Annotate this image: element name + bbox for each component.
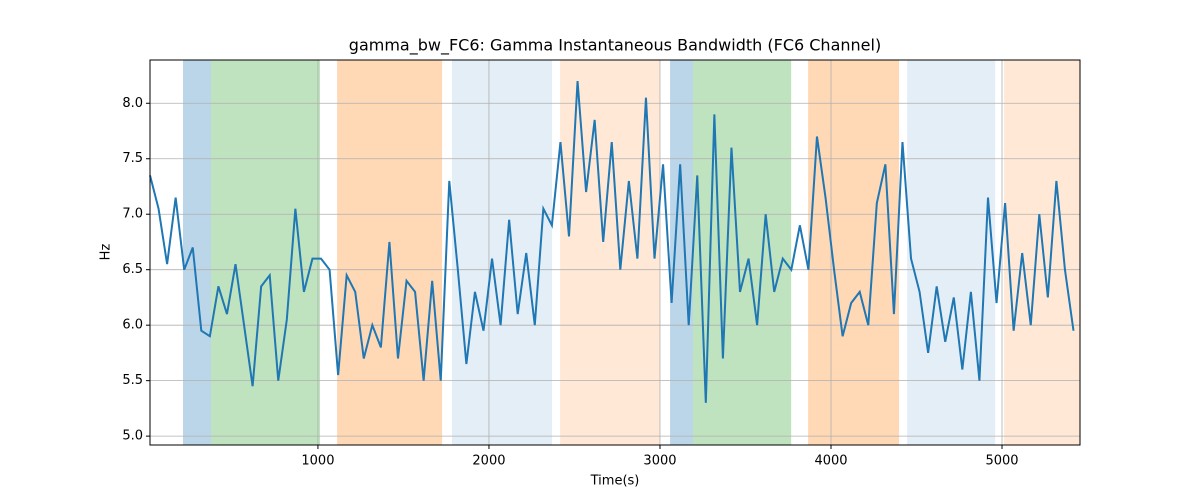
y-tick-label: 6.5 bbox=[122, 262, 143, 277]
shaded-span bbox=[907, 60, 996, 445]
x-tick-label: 4000 bbox=[814, 454, 847, 469]
y-tick-label: 5.0 bbox=[122, 429, 143, 444]
shaded-span bbox=[211, 60, 320, 445]
x-tick-label: 3000 bbox=[643, 454, 676, 469]
x-tick-label: 1000 bbox=[301, 454, 334, 469]
x-tick-label: 2000 bbox=[472, 454, 505, 469]
plot-frame bbox=[149, 59, 1081, 446]
shaded-span bbox=[692, 60, 792, 445]
shaded-span bbox=[670, 60, 693, 445]
y-tick-label: 7.0 bbox=[122, 207, 143, 222]
data-line bbox=[149, 81, 1075, 403]
x-tick-label: 5000 bbox=[985, 454, 1018, 469]
y-tick-label: 8.0 bbox=[122, 96, 143, 111]
shaded-span bbox=[183, 60, 212, 445]
y-tick-label: 7.5 bbox=[122, 151, 143, 166]
y-tick-label: 5.5 bbox=[122, 373, 143, 388]
chart-title: gamma_bw_FC6: Gamma Instantaneous Bandwi… bbox=[349, 36, 881, 56]
shaded-span bbox=[808, 60, 900, 445]
shaded-span bbox=[1004, 60, 1080, 445]
y-tick-label: 6.0 bbox=[122, 318, 143, 333]
x-axis-label: Time(s) bbox=[590, 474, 640, 489]
y-axis-label: Hz bbox=[99, 244, 114, 261]
shaded-span bbox=[452, 60, 553, 445]
